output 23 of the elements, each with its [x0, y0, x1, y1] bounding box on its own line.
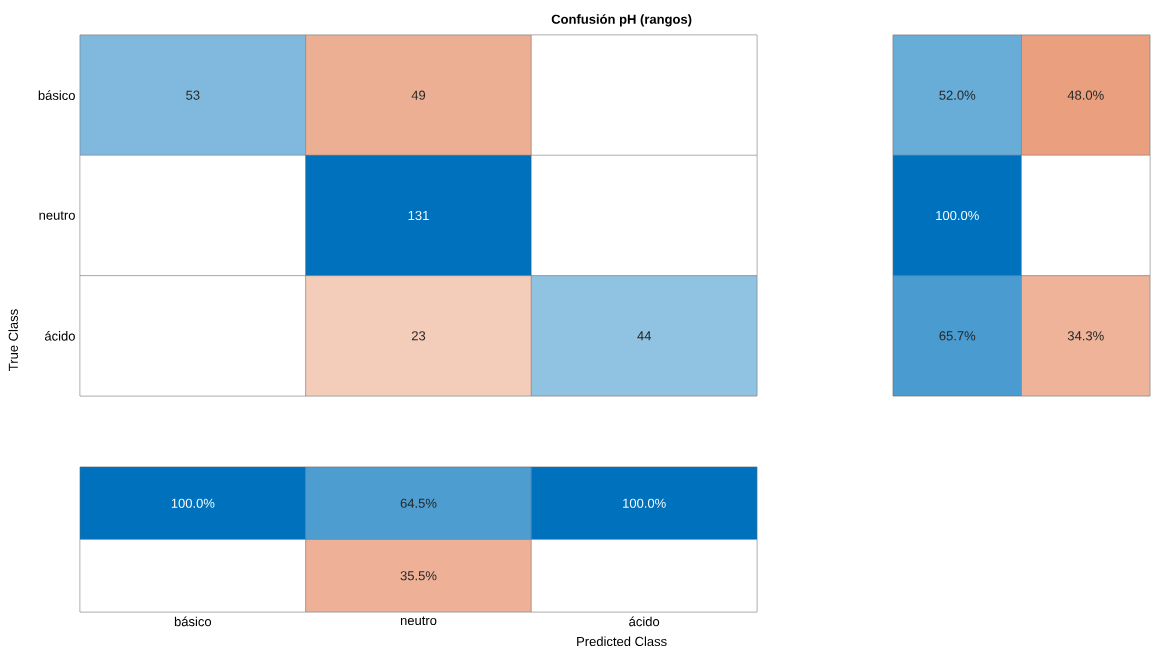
x-axis-title: Predicted Class [577, 636, 667, 647]
data-label: 52.0% [939, 90, 976, 100]
data-label: 35.5% [400, 571, 437, 581]
data-label: 34.3% [1067, 331, 1104, 341]
y-axis-title: True Class [8, 309, 18, 371]
data-label: 131 [408, 210, 429, 221]
data-label: 100.0% [936, 210, 979, 221]
data-label: 100.0% [623, 498, 666, 508]
chart-title: Confusión pH (rangos) [551, 14, 692, 27]
data-label: 49 [411, 90, 426, 100]
data-label: 44 [637, 331, 652, 341]
data-label: 48.0% [1067, 90, 1104, 100]
data-label: 23 [411, 331, 426, 341]
x-tick-label: ácido [629, 616, 660, 627]
y-tick-label: ácido [44, 330, 75, 341]
data-label: 65.7% [939, 331, 976, 341]
data-label: 53 [186, 90, 200, 100]
x-tick-label: básico [174, 616, 212, 627]
x-tick-label: neutro [400, 616, 437, 626]
y-tick-label: neutro [39, 211, 75, 220]
data-label: 64.5% [400, 498, 437, 508]
data-label: 100.0% [171, 498, 215, 508]
y-tick-label: básico [38, 90, 75, 101]
